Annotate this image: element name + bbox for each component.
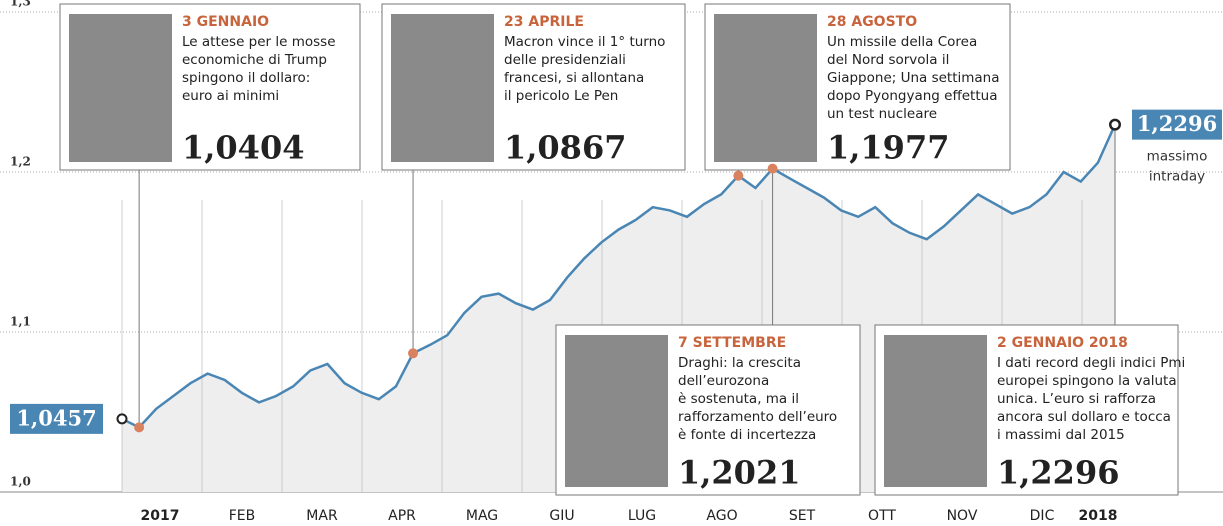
callout-text: Un missile della Corea: [827, 34, 977, 50]
callout-text: è fonte di incertezza: [678, 427, 816, 443]
callout-value: 1,2021: [678, 454, 800, 492]
callout-date: 2 GENNAIO 2018: [997, 335, 1128, 351]
callout-text: I dati record degli indici Pmi: [997, 355, 1185, 371]
callout-text: Le attese per le mosse: [182, 34, 336, 50]
x-tick-label: FEB: [229, 508, 256, 524]
chart: 1,0 1,1 1,2 1,3 2017 FEB MAR APR MAG GIU LUG AGO SET…: [0, 0, 1223, 526]
callout-date: 7 SETTEMBRE: [678, 335, 786, 351]
x-tick-label: APR: [388, 508, 416, 524]
photo: [714, 14, 817, 162]
callout-text: i massimi dal 2015: [997, 427, 1125, 443]
callout-value: 1,0867: [504, 129, 626, 167]
callout-text: spingono il dollaro:: [182, 70, 310, 86]
x-tick-label: AGO: [706, 508, 737, 524]
event-dot: [768, 164, 778, 174]
x-tick-label: DIC: [1030, 508, 1055, 524]
callout-text: delle presidenziali: [504, 52, 626, 68]
y-tick-label: 1,0: [10, 475, 31, 489]
endpoint-marker: [1111, 120, 1120, 129]
y-tick-label: 1,3: [10, 0, 31, 9]
x-tick-label: 2018: [1079, 508, 1118, 524]
callout-text: dopo Pyongyang effettua: [827, 88, 997, 104]
callout-text: economiche di Trump: [182, 52, 327, 68]
photo: [391, 14, 494, 162]
photo: [884, 335, 987, 487]
callout-text: francesi, si allontana: [504, 70, 644, 86]
callout-text: Draghi: la crescita: [678, 355, 801, 371]
event-dot: [134, 422, 144, 432]
callout-text: ancora sul dollaro e tocca: [997, 409, 1171, 425]
x-tick-label: 2017: [141, 508, 180, 524]
event-dot: [408, 348, 418, 358]
callout-date: 23 APRILE: [504, 14, 584, 30]
callout-date: 28 AGOSTO: [827, 14, 917, 30]
callout-value: 1,0404: [182, 129, 304, 167]
photo: [565, 335, 668, 487]
callout-text: euro ai minimi: [182, 88, 279, 104]
value-label: 1,0457: [16, 405, 96, 430]
callout-date: 3 GENNAIO: [182, 14, 269, 30]
callout-text: Macron vince il 1° turno: [504, 34, 665, 50]
photo: [69, 14, 172, 162]
callout-text: rafforzamento dell’euro: [678, 409, 837, 425]
y-tick-label: 1,2: [10, 155, 31, 169]
end-note: intraday: [1149, 169, 1205, 185]
callout-value: 1,2296: [997, 454, 1119, 492]
event-dot: [733, 171, 743, 181]
x-tick-label: MAR: [306, 508, 338, 524]
callout-text: è sostenuta, ma il: [678, 391, 799, 407]
callout-text: dell’eurozona: [678, 373, 769, 389]
x-tick-label: OTT: [868, 508, 896, 524]
x-tick-label: LUG: [628, 508, 656, 524]
x-tick-label: GIU: [549, 508, 574, 524]
endpoint-marker: [118, 414, 127, 423]
y-tick-label: 1,1: [10, 315, 31, 329]
callout-text: europei spingono la valuta: [997, 373, 1177, 389]
callout-text: il pericolo Le Pen: [504, 88, 618, 104]
callout-value: 1,1977: [827, 129, 949, 167]
x-tick-label: SET: [789, 508, 816, 524]
callout-text: unica. L’euro si rafforza: [997, 391, 1156, 407]
x-tick-label: NOV: [947, 508, 978, 524]
x-tick-label: MAG: [466, 508, 498, 524]
value-label: 1,2296: [1137, 111, 1217, 136]
callout-text: del Nord sorvola il: [827, 52, 949, 68]
end-note: massimo: [1147, 149, 1208, 165]
callout-text: Giappone; Una settimana: [827, 70, 1000, 86]
callout-text: un test nucleare: [827, 106, 937, 122]
